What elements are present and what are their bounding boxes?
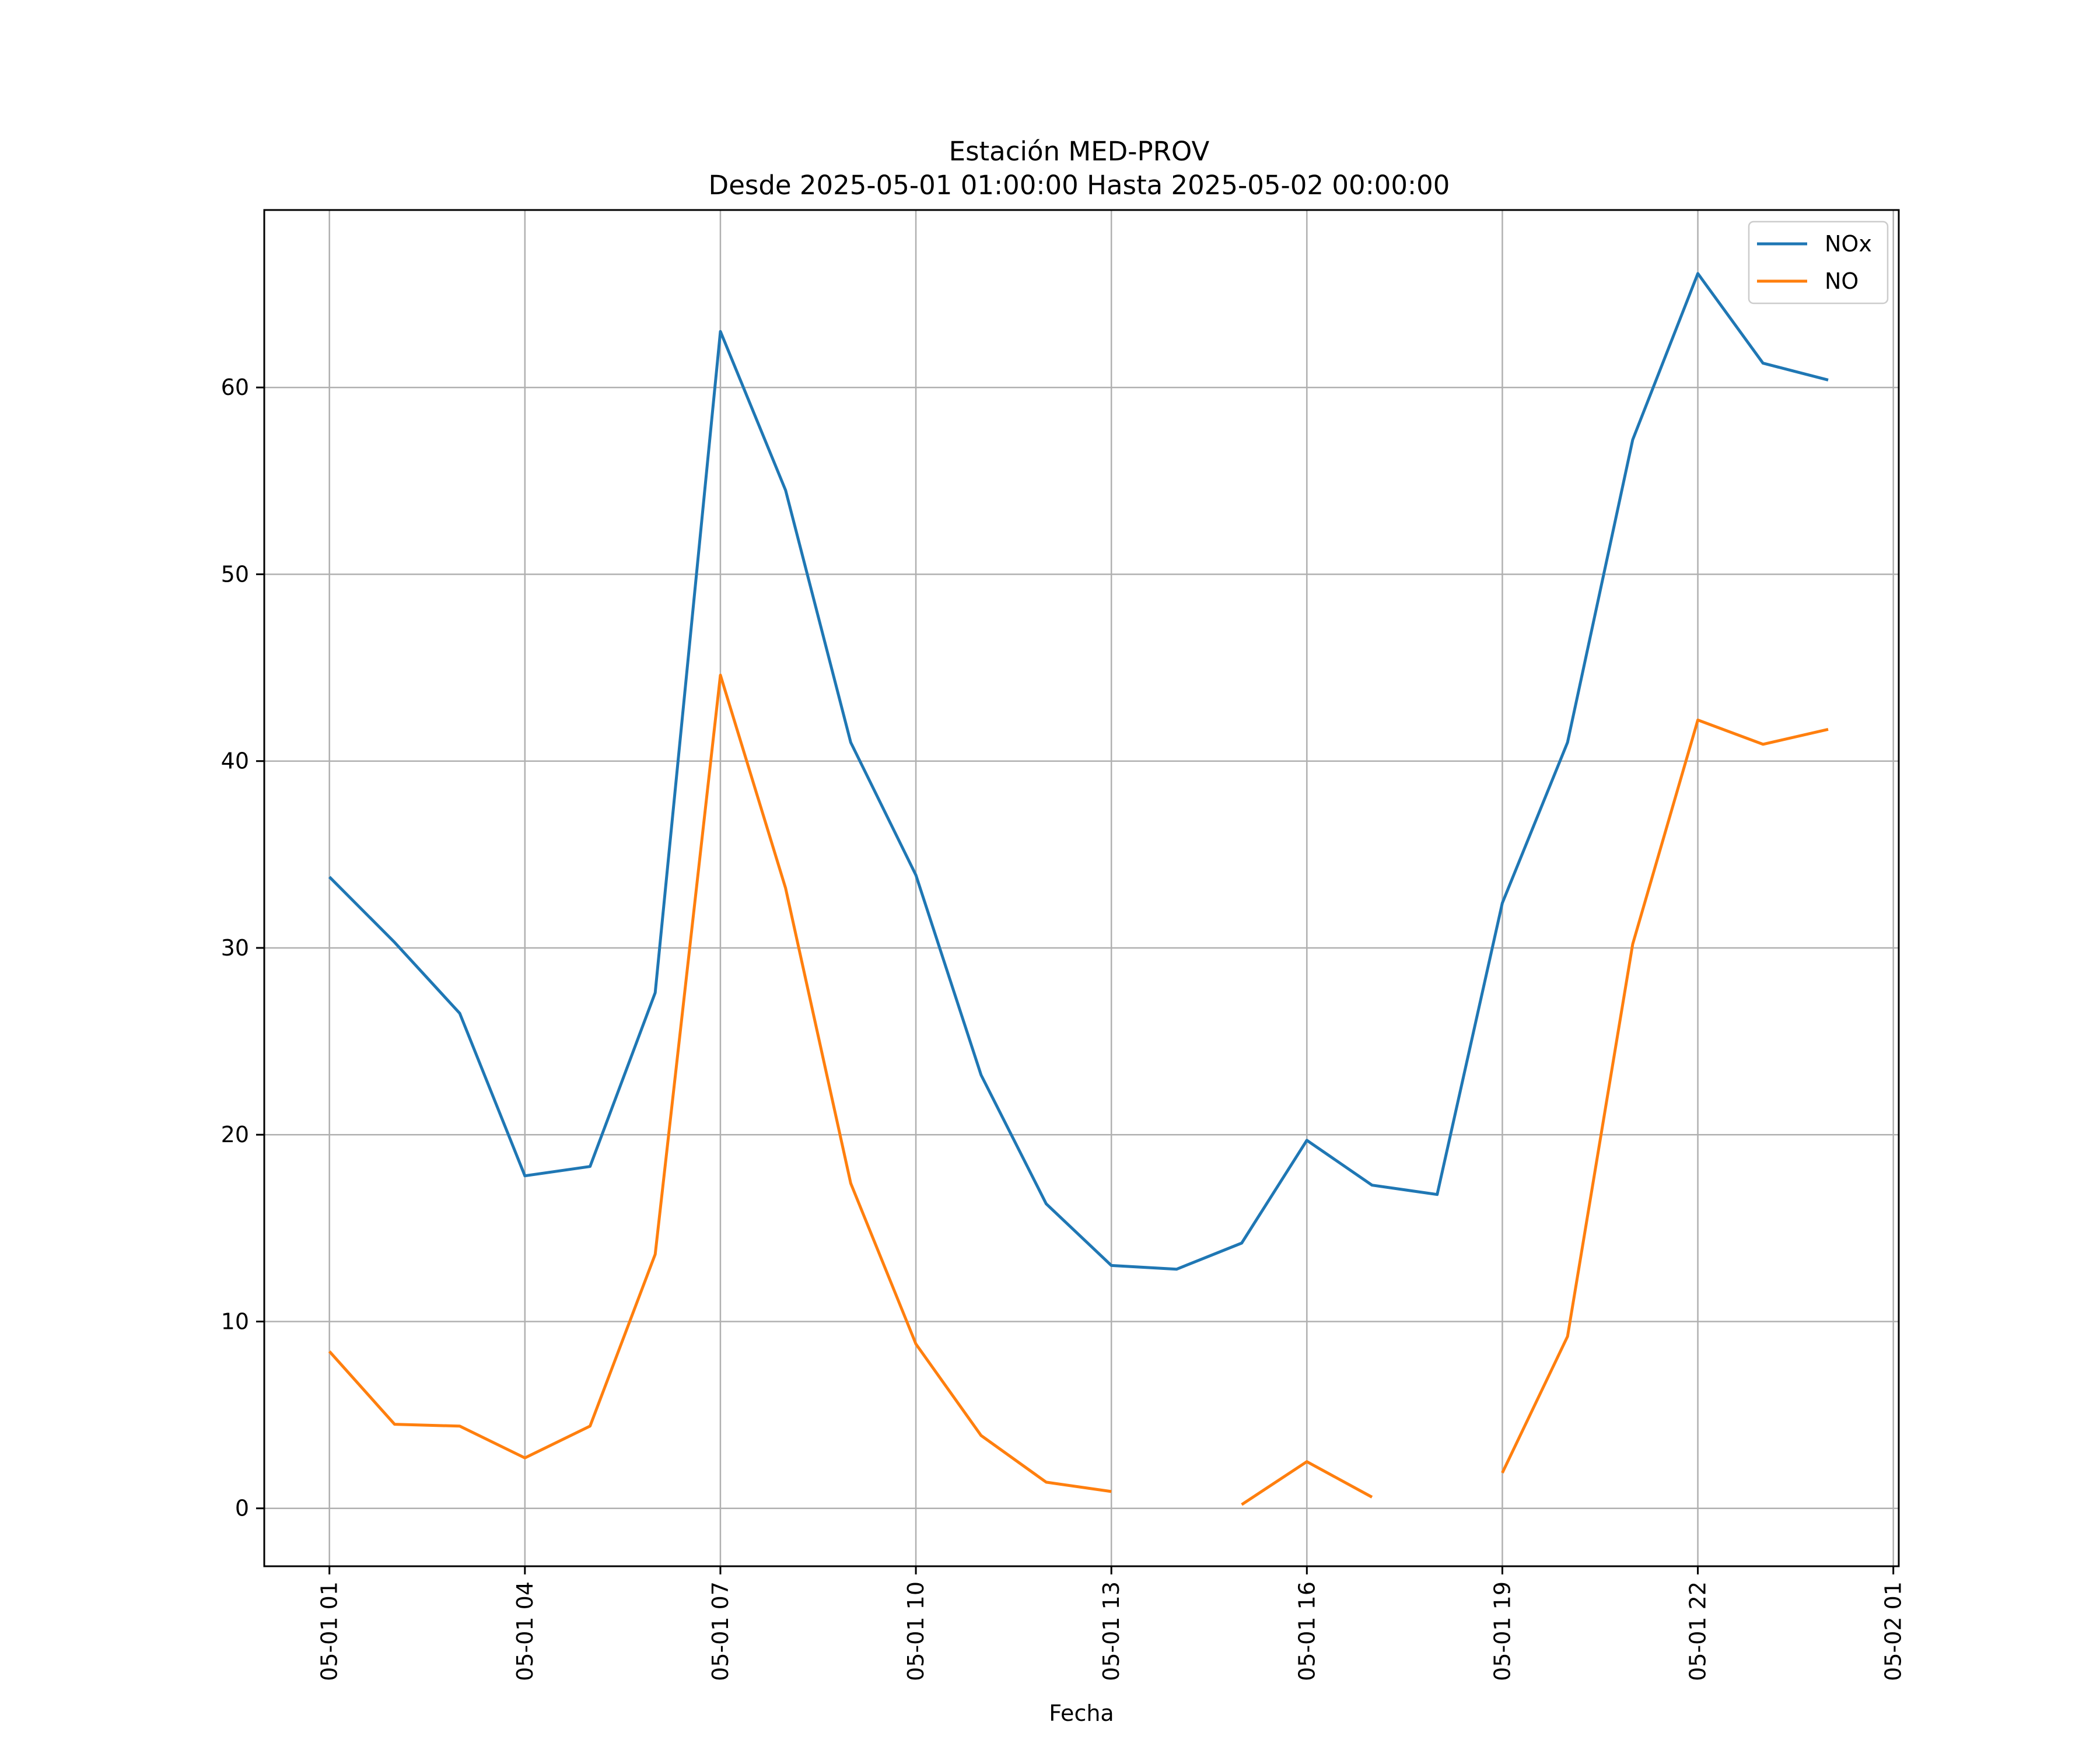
legend: NOx NO: [1748, 220, 1889, 304]
x-axis-label: Fecha: [1049, 1700, 1114, 1726]
grid-layer: [264, 210, 1899, 1566]
x-tick-label: 05-01 04: [512, 1581, 538, 1681]
legend-box: [1748, 220, 1889, 304]
y-tick-label: 20: [221, 1122, 249, 1147]
legend-label-nox: NOx: [1825, 231, 1872, 257]
y-tick-label: 40: [221, 748, 249, 774]
x-tick-label: 05-01 22: [1685, 1581, 1711, 1681]
chart-title: Estación MED-PROV: [949, 136, 1210, 167]
x-tick-label: 05-01 19: [1489, 1581, 1515, 1681]
series-line-nox: [328, 272, 1829, 1271]
series-line-no: [1241, 1460, 1373, 1506]
x-tick-label: 05-01 01: [317, 1581, 342, 1681]
chart-subtitle: Desde 2025-05-01 01:00:00 Hasta 2025-05-…: [709, 170, 1450, 201]
x-tick-label: 05-01 10: [903, 1581, 929, 1681]
x-tick-label: 05-01 07: [708, 1581, 733, 1681]
legend-label-no: NO: [1825, 268, 1859, 294]
series-line-no: [328, 673, 1112, 1493]
y-tick-label: 0: [235, 1496, 249, 1521]
y-tick-label: 30: [221, 935, 249, 961]
tick-layer: 05-01 01 05-01 04 05-01 07 05-01 10 05-01 13…: [221, 374, 1906, 1681]
y-tick-label: 10: [221, 1308, 249, 1334]
plot-frame: [263, 209, 1900, 1567]
x-tick-label: 05-02 01: [1881, 1581, 1906, 1681]
series-layer: [328, 272, 1829, 1506]
x-tick-label: 05-01 13: [1098, 1581, 1124, 1681]
series-line-no: [1501, 718, 1829, 1474]
y-tick-label: 50: [221, 561, 249, 587]
x-tick-label: 05-01 16: [1294, 1581, 1320, 1681]
y-tick-label: 60: [221, 374, 249, 400]
